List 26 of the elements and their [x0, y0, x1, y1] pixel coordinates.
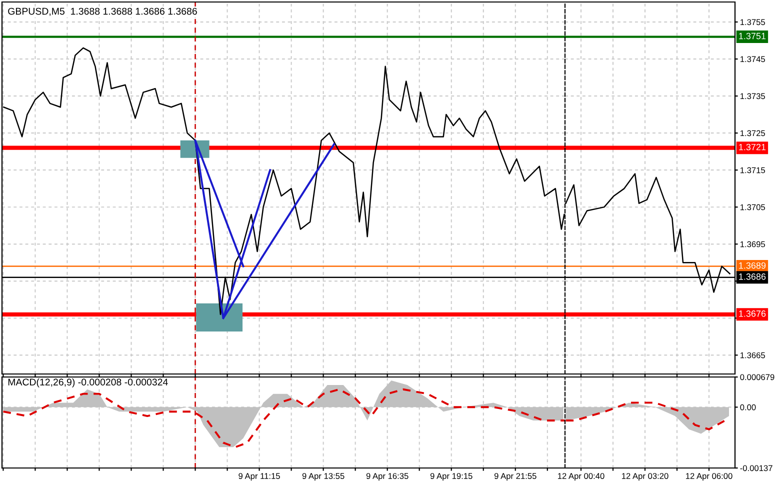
x-tick-label: 9 Apr 13:55	[302, 473, 344, 481]
y-tick-label: 1.3705	[740, 204, 765, 210]
x-tick-label: 9 Apr 16:35	[366, 473, 408, 481]
y-tick-label: 1.3715	[740, 167, 765, 174]
x-tick-label: 9 Apr 21:55	[494, 473, 536, 481]
x-tick-label: 9 Apr 19:15	[430, 473, 472, 481]
y-tick-label: 1.3725	[740, 130, 765, 136]
y-tick-label: 0.00	[740, 404, 756, 410]
ref-line-label: 1.3721	[739, 144, 766, 150]
chart-title: MACD(12,26,9) -0.000208 -0.000324	[8, 378, 168, 388]
ref-line-label: 1.3676	[739, 310, 766, 317]
y-tick-label: 1.3665	[740, 352, 765, 358]
ref-line-label: 1.3686	[739, 273, 766, 280]
text: GBPUSD,M5 1.3688 1.3688 1.3686 1.3686	[8, 8, 197, 16]
y-tick-label: 1.3745	[740, 56, 765, 62]
ref-line-label: 1.3751	[739, 32, 766, 40]
y-tick-label: 1.3755	[740, 19, 765, 26]
y-tick-label: -0.00137	[740, 465, 772, 472]
y-tick-label: 0.000679	[740, 374, 774, 380]
y-tick-label: 1.3695	[740, 241, 765, 248]
x-tick-label: 12 Apr 00:40	[558, 473, 604, 481]
x-tick-label: 12 Apr 06:00	[686, 473, 732, 481]
y-tick-label: 1.3735	[740, 93, 765, 100]
ref-line-label: 1.3689	[739, 262, 766, 269]
x-tick-label: 9 Apr 11:15	[238, 473, 280, 481]
x-tick-label: 12 Apr 03:20	[622, 473, 668, 481]
